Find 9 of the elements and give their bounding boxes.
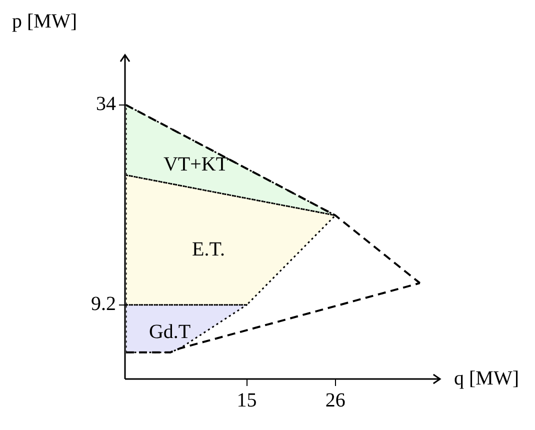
series-label: VT+KT (163, 153, 228, 176)
y-tick-label: 34 (96, 93, 116, 116)
series-label: E.T. (192, 238, 225, 260)
x-tick-label: 15 (236, 389, 257, 412)
x-tick-label: 26 (325, 389, 346, 412)
series-label: Gd.T (148, 320, 191, 343)
x-axis-title: q [MW] (454, 367, 519, 390)
y-axis-title: p [MW] (12, 10, 77, 32)
y-tick-label: 9.2 (91, 293, 116, 316)
